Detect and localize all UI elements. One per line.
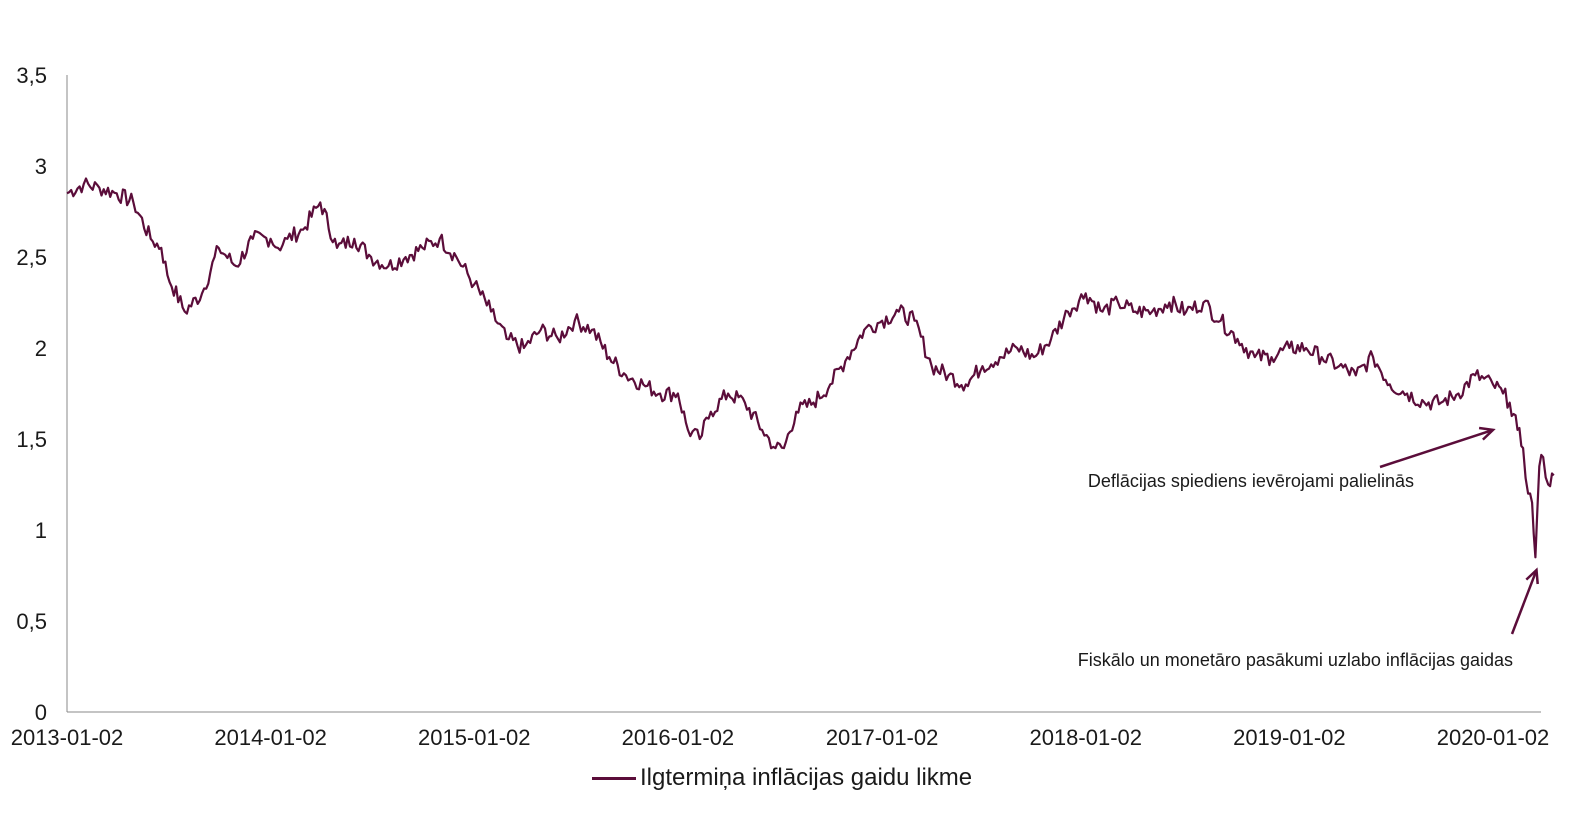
annotation-arrow xyxy=(1510,569,1538,635)
plot-area xyxy=(66,177,1555,559)
x-tick-label: 2016-01-02 xyxy=(622,725,735,750)
annotation-text: Fiskālo un monetāro pasākumi uzlabo infl… xyxy=(1078,650,1513,670)
annotations: Deflācijas spiediens ievērojami palielin… xyxy=(1078,426,1539,670)
x-tick-label: 2014-01-02 xyxy=(214,725,327,750)
legend-swatch xyxy=(592,776,636,780)
annotation-arrowhead xyxy=(1478,426,1496,441)
x-tick-label: 2015-01-02 xyxy=(418,725,531,750)
y-tick-label: 3,5 xyxy=(16,63,47,88)
chart-legend: Ilgtermiņa inflācijas gaidu likme xyxy=(592,764,972,792)
y-tick-label: 1,5 xyxy=(16,427,47,452)
y-tick-label: 0 xyxy=(35,700,47,725)
y-tick-label: 2,5 xyxy=(16,245,47,270)
annotation-arrowhead xyxy=(1525,567,1539,585)
annotation-arrow xyxy=(1379,428,1494,469)
x-axis: 2013-01-02 2014-01-02 2015-01-02 2016-01-02… xyxy=(11,711,1550,750)
x-tick-label: 2018-01-02 xyxy=(1029,725,1142,750)
y-tick-label: 3 xyxy=(35,154,47,179)
x-tick-label: 2017-01-02 xyxy=(826,725,939,750)
annotation-text: Deflācijas spiediens ievērojami palielin… xyxy=(1088,471,1414,491)
y-tick-label: 1 xyxy=(35,518,47,543)
y-tick-label: 2 xyxy=(35,336,47,361)
y-axis: 0 0,5 1 1,5 2 2,5 3 3,5 xyxy=(16,63,68,725)
x-tick-label: 2019-01-02 xyxy=(1233,725,1346,750)
y-tick-label: 0,5 xyxy=(16,609,47,634)
x-tick-label: 2020-01-02 xyxy=(1437,725,1550,750)
x-tick-label: 2013-01-02 xyxy=(11,725,124,750)
legend-label: Ilgtermiņa inflācijas gaidu likme xyxy=(640,764,973,791)
series-line xyxy=(66,177,1555,559)
